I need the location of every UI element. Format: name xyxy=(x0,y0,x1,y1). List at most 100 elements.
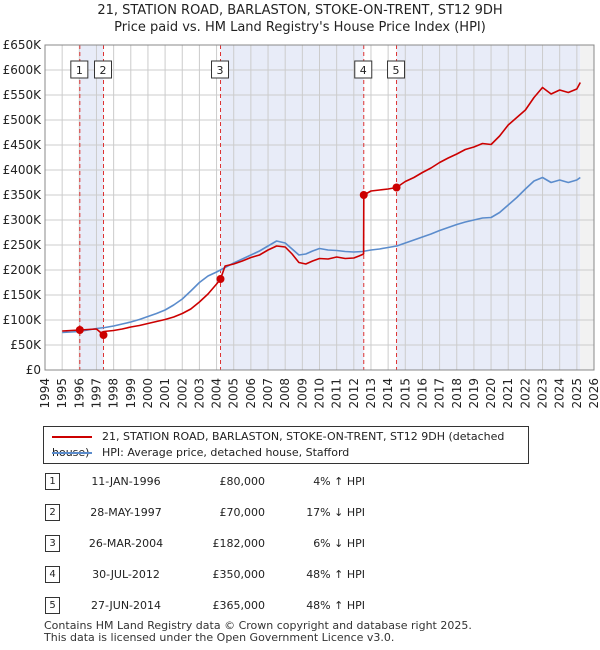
legend-item-hpi: HPI: Average price, detached house, Staf… xyxy=(52,445,349,461)
x-tick-label: 1994 xyxy=(38,378,52,409)
sale-marker-label: 5 xyxy=(393,64,400,77)
y-tick-label: £250K xyxy=(3,238,43,252)
x-tick-label: 2026 xyxy=(587,378,600,409)
y-tick-label: £100K xyxy=(3,313,43,327)
x-tick-label: 2018 xyxy=(450,378,464,409)
x-tick-label: 2001 xyxy=(158,378,172,409)
y-tick-label: £200K xyxy=(3,263,43,277)
x-tick-label: 2010 xyxy=(313,378,327,409)
x-tick-label: 2002 xyxy=(175,378,189,409)
chart-title-block: 21, STATION ROAD, BARLASTON, STOKE-ON-TR… xyxy=(0,2,600,36)
x-tick-label: 2015 xyxy=(398,378,412,409)
sale-point xyxy=(216,275,225,283)
sale-marker-label: 4 xyxy=(360,64,367,77)
x-tick-label: 2016 xyxy=(415,378,429,409)
x-tick-label: 1995 xyxy=(55,378,69,409)
sale-price: £350,000 xyxy=(212,568,266,581)
sale-row: 1 11-JAN-1996 £80,000 4% ↑ HPI xyxy=(43,470,463,501)
x-tick-label: 2025 xyxy=(570,378,584,409)
sale-price: £365,000 xyxy=(212,599,266,612)
legend-swatch-hpi xyxy=(52,452,92,454)
y-tick-label: £150K xyxy=(3,288,43,302)
chart-subtitle: Price paid vs. HM Land Registry's House … xyxy=(114,20,486,35)
x-tick-label: 1999 xyxy=(124,378,138,409)
x-tick-label: 2024 xyxy=(553,378,567,409)
x-tick-label: 2013 xyxy=(364,378,378,409)
sale-price: £80,000 xyxy=(219,475,266,488)
sale-number: 1 xyxy=(45,473,60,490)
license-line: This data is licensed under the Open Gov… xyxy=(44,631,395,644)
legend-label-hpi: HPI: Average price, detached house, Staf… xyxy=(102,446,350,459)
sale-row: 5 27-JUN-2014 £365,000 48% ↑ HPI xyxy=(43,594,463,625)
sale-row: 4 30-JUL-2012 £350,000 48% ↑ HPI xyxy=(43,563,463,594)
sale-row: 2 28-MAY-1997 £70,000 17% ↓ HPI xyxy=(43,501,463,532)
y-tick-label: £550K xyxy=(3,88,43,102)
sale-price: £70,000 xyxy=(219,506,266,519)
sale-period-shade xyxy=(79,45,104,370)
property-price-line xyxy=(62,82,582,336)
y-tick-label: £500K xyxy=(3,113,43,127)
sale-point xyxy=(392,183,401,192)
x-tick-label: 1997 xyxy=(89,378,103,409)
sale-hpi-change: 4% ↑ HPI xyxy=(313,475,365,488)
x-tick-label: 2009 xyxy=(295,378,309,409)
y-tick-label: £300K xyxy=(3,213,43,227)
y-tick-label: £600K xyxy=(3,63,43,77)
x-tick-label: 1996 xyxy=(72,378,86,409)
sale-marker-label: 1 xyxy=(76,64,83,77)
chart-title: 21, STATION ROAD, BARLASTON, STOKE-ON-TR… xyxy=(97,3,503,18)
y-tick-label: £650K xyxy=(3,38,43,52)
sale-marker-label: 2 xyxy=(100,64,107,77)
x-tick-label: 2005 xyxy=(227,378,241,409)
sale-marker-box xyxy=(354,60,373,79)
sale-point xyxy=(99,331,108,339)
sale-marker-box xyxy=(387,60,406,79)
x-tick-label: 2004 xyxy=(210,378,224,409)
sale-number: 4 xyxy=(45,566,60,583)
chart-legend: 21, STATION ROAD, BARLASTON, STOKE-ON-TR… xyxy=(43,426,529,464)
sale-point xyxy=(359,191,368,199)
attribution-footer: Contains HM Land Registry data © Crown c… xyxy=(44,620,472,644)
sale-marker-box xyxy=(94,60,113,79)
y-tick-label: £400K xyxy=(3,163,43,177)
plot-border xyxy=(44,44,595,371)
sale-date: 26-MAR-2004 xyxy=(88,537,164,550)
sale-number: 5 xyxy=(45,597,60,614)
x-tick-label: 2017 xyxy=(433,378,447,409)
y-tick-label: £450K xyxy=(3,138,43,152)
future-hatch xyxy=(580,45,594,370)
sale-row: 3 26-MAR-2004 £182,000 6% ↓ HPI xyxy=(43,532,463,563)
sales-table: 1 11-JAN-1996 £80,000 4% ↑ HPI 2 28-MAY-… xyxy=(43,470,463,625)
x-tick-label: 2020 xyxy=(484,378,498,409)
x-tick-label: 1998 xyxy=(107,378,121,409)
sale-marker-label: 3 xyxy=(217,64,224,77)
legend-item-property: 21, STATION ROAD, BARLASTON, STOKE-ON-TR… xyxy=(52,429,528,459)
sale-marker-box xyxy=(70,60,89,79)
sale-marker-box xyxy=(211,60,230,79)
sale-period-shade xyxy=(396,45,581,370)
x-tick-label: 2022 xyxy=(518,378,532,409)
y-tick-label: £50K xyxy=(10,338,42,352)
sale-point xyxy=(75,326,84,334)
y-tick-label: £350K xyxy=(3,188,43,202)
x-tick-label: 2011 xyxy=(330,378,344,409)
sale-date: 11-JAN-1996 xyxy=(91,475,161,488)
price-chart: 1 2 3 4 5 £0 £50K £100K £150K £200K £250K £300K £35… xyxy=(3,38,600,409)
x-tick-label: 2019 xyxy=(467,378,481,409)
sale-date: 27-JUN-2014 xyxy=(90,599,162,612)
x-tick-label: 2012 xyxy=(347,378,361,409)
x-tick-label: 2023 xyxy=(536,378,550,409)
x-tick-label: 2007 xyxy=(261,378,275,409)
x-tick-label: 2014 xyxy=(381,378,395,409)
sale-number: 2 xyxy=(45,504,60,521)
sale-hpi-change: 48% ↑ HPI xyxy=(306,599,365,612)
hpi-line xyxy=(62,176,581,334)
x-tick-label: 2003 xyxy=(192,378,206,409)
attribution-line: Contains HM Land Registry data © Crown c… xyxy=(44,619,472,632)
sale-date: 28-MAY-1997 xyxy=(90,506,162,519)
x-tick-label: 2000 xyxy=(141,378,155,409)
sale-number: 3 xyxy=(45,535,60,552)
sale-price: £182,000 xyxy=(212,537,266,550)
legend-swatch-property xyxy=(52,436,92,438)
sale-hpi-change: 6% ↓ HPI xyxy=(313,537,365,550)
